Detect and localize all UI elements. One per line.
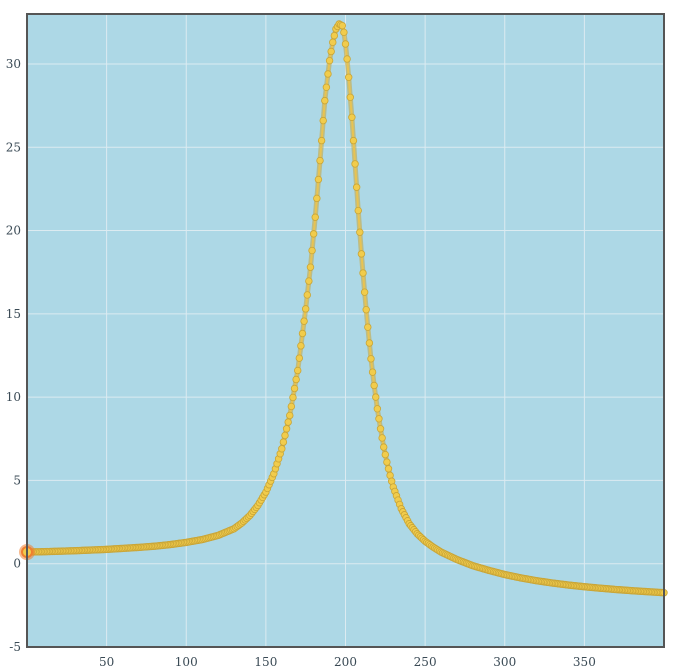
y-tick-label: 10 xyxy=(6,390,21,404)
data-point xyxy=(286,411,294,420)
data-point xyxy=(316,156,324,165)
data-point xyxy=(308,246,316,255)
data-point xyxy=(329,38,337,47)
data-point xyxy=(290,384,299,393)
data-point xyxy=(322,83,331,91)
data-point xyxy=(298,329,307,338)
data-point xyxy=(356,228,364,236)
data-point xyxy=(325,56,334,65)
data-point xyxy=(281,431,289,440)
data-point xyxy=(383,458,391,466)
x-tick-label: 150 xyxy=(254,655,277,669)
data-point xyxy=(321,96,329,105)
data-point xyxy=(376,425,385,433)
data-point xyxy=(305,277,313,285)
data-point xyxy=(352,183,361,191)
data-point xyxy=(338,21,347,30)
x-tick-label: 100 xyxy=(175,655,198,669)
data-point xyxy=(360,288,369,296)
data-point xyxy=(314,175,323,184)
data-point xyxy=(306,263,315,271)
data-point xyxy=(282,425,291,433)
data-point xyxy=(297,342,305,350)
data-point xyxy=(364,323,372,331)
data-point xyxy=(372,393,380,401)
data-point xyxy=(368,368,377,376)
data-point xyxy=(284,418,292,426)
data-point xyxy=(367,355,375,363)
data-point xyxy=(357,250,366,258)
x-tick-label: 300 xyxy=(493,655,516,669)
data-point xyxy=(341,40,350,48)
data-point xyxy=(381,450,390,459)
data-point xyxy=(365,339,374,347)
data-point xyxy=(303,291,311,299)
data-point xyxy=(319,116,327,125)
data-point xyxy=(292,375,300,384)
data-point xyxy=(301,305,310,313)
x-tick-label: 350 xyxy=(573,655,596,669)
data-point xyxy=(313,194,321,203)
y-tick-label: 0 xyxy=(13,557,21,571)
data-point xyxy=(370,381,378,390)
data-point xyxy=(278,445,286,453)
data-point xyxy=(384,465,393,473)
data-point xyxy=(300,317,308,325)
y-tick-label: 20 xyxy=(6,224,21,238)
data-point xyxy=(327,47,335,56)
data-point xyxy=(343,55,351,63)
data-point xyxy=(330,31,339,40)
data-point xyxy=(362,305,370,314)
y-tick-label: 25 xyxy=(6,140,21,154)
data-point xyxy=(309,230,318,238)
y-tick-label: 30 xyxy=(6,57,21,71)
data-point xyxy=(348,113,356,121)
y-tick-label: -5 xyxy=(9,640,21,654)
data-point xyxy=(324,70,332,78)
data-point xyxy=(346,93,354,101)
data-point xyxy=(311,213,319,221)
data-point xyxy=(349,136,358,145)
data-point xyxy=(359,269,367,277)
data-point xyxy=(351,160,359,168)
data-point xyxy=(380,443,388,451)
data-point xyxy=(287,402,296,411)
data-point xyxy=(289,393,297,402)
data-point xyxy=(295,354,304,362)
x-tick-label: 250 xyxy=(414,655,437,669)
x-tick-label: 50 xyxy=(99,655,114,669)
y-tick-label: 15 xyxy=(6,307,21,321)
data-point xyxy=(317,136,326,145)
tick-labels: 50 100 150 200 250 300 350 -5 0 5 10 15 20 25 30 xyxy=(6,57,596,669)
data-point xyxy=(378,434,386,442)
y-tick-label: 5 xyxy=(13,473,21,487)
plot-frame xyxy=(26,13,665,648)
data-point xyxy=(279,438,288,446)
data-point xyxy=(375,415,383,423)
data-point xyxy=(344,73,353,81)
data-point xyxy=(373,405,382,413)
data-point xyxy=(340,28,348,37)
data-point xyxy=(294,366,302,375)
data-point xyxy=(354,206,362,215)
x-tick-label: 200 xyxy=(334,655,357,669)
series-layer xyxy=(19,20,668,597)
